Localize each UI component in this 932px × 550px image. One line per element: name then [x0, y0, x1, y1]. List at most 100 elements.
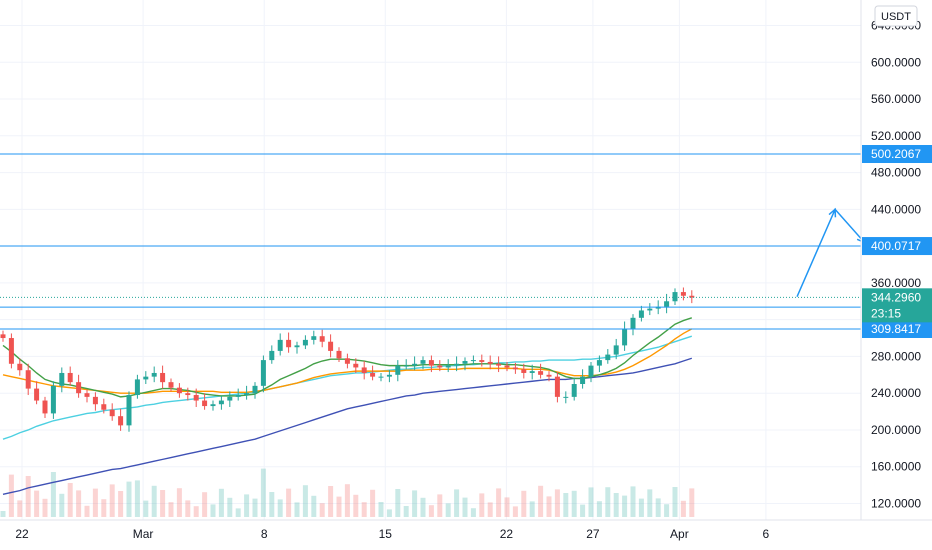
x-tick-label: 27	[586, 527, 600, 541]
volume-bar	[622, 495, 628, 517]
candle-body	[8, 338, 14, 364]
level-tag	[862, 319, 932, 338]
x-tick-label: 8	[261, 527, 268, 541]
y-tick-label: 280.0000	[871, 349, 921, 363]
candle-body	[151, 372, 157, 377]
candle-body	[378, 376, 384, 378]
volume-bar	[672, 487, 678, 517]
volume-bar	[328, 486, 334, 517]
volume-bar	[92, 488, 98, 517]
volume-bar	[512, 506, 518, 517]
y-tick-label: 560.0000	[871, 92, 921, 106]
projection-arrowhead	[828, 207, 837, 218]
candle-body	[521, 369, 527, 373]
moving-averages	[2, 317, 693, 495]
y-tick-label: 480.0000	[871, 166, 921, 180]
volume-bar	[470, 508, 476, 517]
volume-bar	[67, 483, 73, 517]
volume-bar	[596, 501, 602, 517]
candlesticks	[0, 287, 695, 432]
volume-bar	[428, 505, 434, 517]
volume-bar	[554, 489, 560, 517]
volume-bar	[193, 506, 199, 517]
volume-bar	[311, 495, 317, 517]
candle-body	[202, 400, 208, 407]
volume-bar	[655, 498, 661, 517]
candle-body	[596, 360, 602, 366]
volume-bar	[638, 498, 644, 517]
candle-body	[168, 382, 174, 388]
price-axis[interactable]: 120.0000 160.0000 200.0000 240.0000 280.0000…	[860, 0, 932, 520]
volume-bar	[353, 494, 359, 517]
candle-body	[344, 358, 350, 364]
currency-unit-badge[interactable]: USDT	[874, 5, 918, 27]
candle-body	[454, 363, 460, 366]
candle-body	[218, 400, 224, 405]
ema-long-line	[2, 335, 693, 440]
volume-bar	[370, 489, 376, 517]
candle-body	[563, 396, 569, 398]
candle-body	[538, 371, 544, 375]
candle-body	[512, 367, 518, 370]
time-axis[interactable]: 22 Mar 8 15 22 27 Apr 6	[0, 519, 932, 550]
volume-bar	[689, 488, 695, 517]
candle-body	[638, 310, 644, 318]
candle-body	[370, 372, 376, 377]
volume-bar	[445, 503, 451, 517]
volume-bar	[647, 489, 653, 517]
candle-body	[504, 365, 510, 368]
candle-body	[664, 301, 670, 307]
candle-body	[588, 365, 594, 377]
candle-body	[92, 396, 98, 405]
x-tick-label: 6	[763, 527, 770, 541]
volume-bar	[378, 502, 384, 517]
last-price-label: 344.2960	[871, 290, 921, 304]
volume-bar	[479, 493, 485, 517]
volume-bar	[160, 490, 166, 517]
volume-bar	[235, 508, 241, 517]
candle-body	[210, 404, 216, 407]
volume-bar	[361, 502, 367, 517]
volume-bar	[244, 494, 250, 517]
volume-bar	[151, 485, 157, 517]
candle-body	[328, 341, 334, 351]
volume-bar	[412, 490, 418, 517]
candle-body	[109, 409, 115, 417]
volume-bar	[109, 484, 115, 517]
volume-bar	[496, 488, 502, 517]
volume-bar	[504, 497, 510, 517]
candle-body	[311, 336, 317, 340]
volume-bar	[386, 509, 392, 517]
candle-body	[689, 295, 695, 298]
candle-body	[84, 393, 90, 397]
volume-bar	[563, 493, 569, 517]
candle-body	[67, 372, 73, 383]
candle-body	[470, 360, 476, 362]
volume-bar	[319, 503, 325, 517]
currency-unit-label: USDT	[881, 11, 911, 23]
candle-body	[403, 365, 409, 367]
level-tag	[862, 145, 932, 164]
volume-bar	[202, 492, 208, 517]
volume-bar	[580, 504, 586, 517]
horizontal-levels[interactable]	[0, 153, 861, 330]
candle-body	[546, 374, 552, 377]
level-label: 400.0717	[871, 239, 921, 253]
grid-lines	[0, 0, 861, 520]
volume-bar	[277, 499, 283, 517]
candle-body	[0, 334, 6, 339]
volume-bar	[344, 484, 350, 517]
y-tick-label: 160.0000	[871, 460, 921, 474]
candle-body	[445, 365, 451, 368]
volume-bar	[218, 488, 224, 517]
candle-body	[613, 345, 619, 355]
candle-body	[286, 339, 292, 348]
x-tick-label: Apr	[670, 527, 689, 541]
volume-bar	[605, 487, 611, 517]
candle-body	[479, 360, 485, 362]
volume-bar	[17, 500, 23, 517]
ema-longest-line	[2, 357, 693, 495]
y-tick-label: 120.0000	[871, 497, 921, 511]
volume-bar	[134, 480, 140, 517]
